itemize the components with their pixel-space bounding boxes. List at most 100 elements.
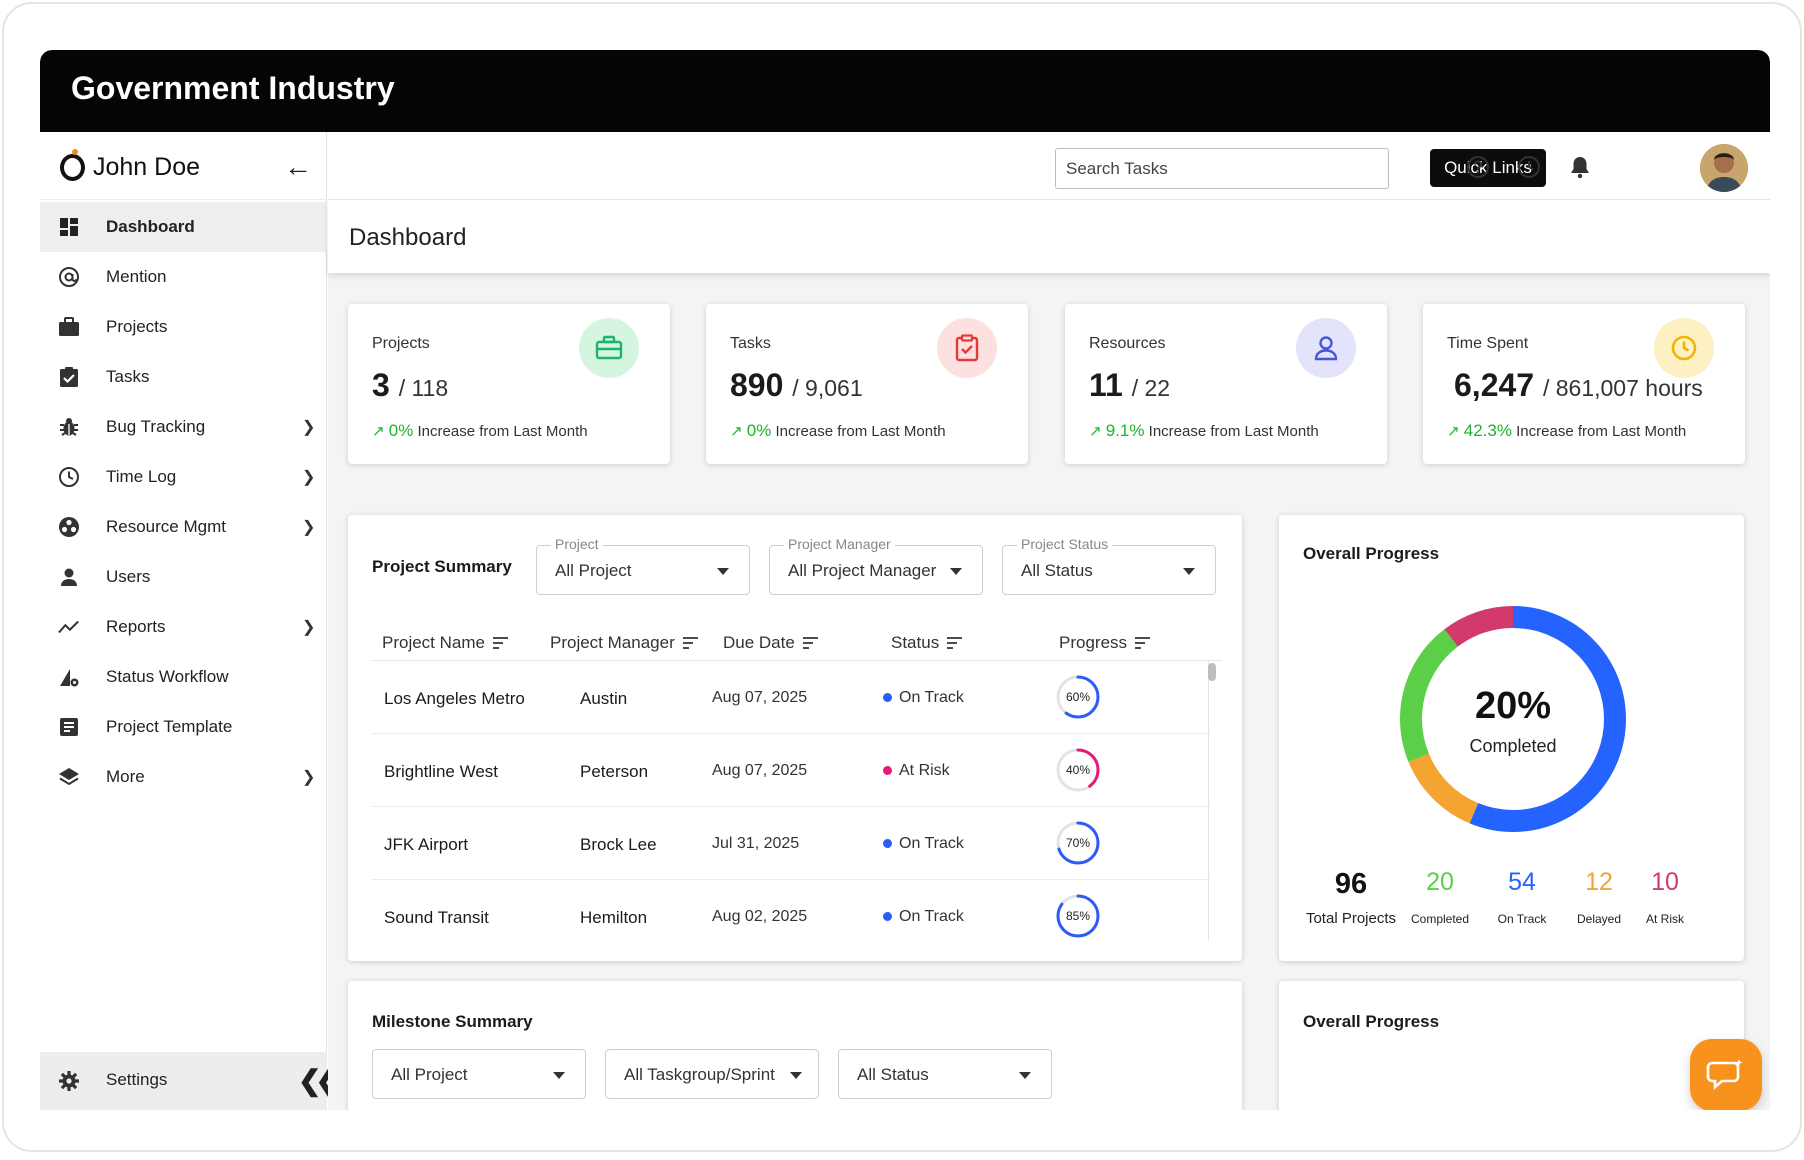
- project-filter-select[interactable]: Project All Project: [536, 536, 750, 595]
- sidebar-item-reports[interactable]: Reports ❯: [40, 602, 327, 652]
- table-row[interactable]: JFK Airport Brock Lee Jul 31, 2025 On Tr…: [372, 807, 1210, 880]
- table-row[interactable]: Sound Transit Hemilton Aug 02, 2025 On T…: [372, 880, 1210, 953]
- column-header-due-date[interactable]: Due Date: [723, 633, 818, 654]
- help-icon[interactable]: [1465, 154, 1491, 180]
- status-badge: On Track: [883, 835, 964, 853]
- status-dot: [883, 693, 892, 703]
- milestone-project-select[interactable]: All Project: [372, 1049, 586, 1099]
- filter-value: All Project: [391, 1065, 468, 1084]
- sidebar-item-bug-tracking[interactable]: Bug Tracking ❯: [40, 402, 327, 452]
- trend-pct: 42.3%: [1463, 421, 1512, 440]
- milestone-summary-card: Milestone Summary All Project All Taskgr…: [348, 981, 1242, 1110]
- sidebar-item-label: Project Template: [106, 717, 233, 736]
- sidebar-item-status-workflow[interactable]: Status Workflow: [40, 652, 327, 702]
- status-badge: On Track: [883, 908, 964, 926]
- bug-icon: [58, 416, 80, 438]
- clock-icon: [1654, 318, 1714, 378]
- stat-card-tasks[interactable]: Tasks 890 / 9,061 ↗ 0% Increase from Las…: [706, 304, 1028, 464]
- sidebar-item-dashboard[interactable]: Dashboard: [40, 202, 327, 252]
- stat-trend: ↗ 9.1% Increase from Last Month: [1089, 421, 1319, 441]
- project-manager: Brock Lee: [580, 835, 657, 854]
- stat-card-projects[interactable]: Projects 3 / 118 ↗ 0% Increase from Last…: [348, 304, 670, 464]
- stat-value: 3 / 118: [372, 367, 449, 403]
- stat-trend: ↗ 0% Increase from Last Month: [372, 421, 588, 441]
- topbar: Quick Links: [328, 132, 1770, 200]
- sidebar-item-label: Mention: [106, 267, 167, 286]
- layers-icon: [58, 766, 80, 788]
- back-arrow-icon[interactable]: ←: [284, 151, 312, 182]
- due-date: Aug 02, 2025: [712, 908, 808, 925]
- stat-card-time-spent[interactable]: Time Spent 6,247 / 861,007 hours ↗ 42.3%…: [1423, 304, 1745, 464]
- trend-text: Increase from Last Month: [417, 423, 588, 440]
- milestone-taskgroup-select[interactable]: All Taskgroup/Sprint: [605, 1049, 819, 1099]
- chat-icon: [1706, 1059, 1743, 1090]
- project-name: Sound Transit: [384, 908, 489, 927]
- sidebar-item-label: Settings: [106, 1070, 168, 1089]
- chevron-right-icon: ❯: [302, 619, 316, 636]
- trend-pct: 0%: [746, 421, 772, 440]
- scrollbar-thumb[interactable]: [1208, 663, 1216, 681]
- table-row[interactable]: Brightline West Peterson Aug 07, 2025 At…: [372, 734, 1210, 807]
- project-manager-filter-select[interactable]: Project Manager All Project Manager: [769, 536, 983, 595]
- stat-total: / 9,061: [792, 375, 863, 401]
- trend-pct: 9.1%: [1105, 421, 1145, 440]
- sidebar-item-more[interactable]: More ❯: [40, 752, 327, 802]
- stat-card-resources[interactable]: Resources 11 / 22 ↗ 9.1% Increase from L…: [1065, 304, 1387, 464]
- sidebar-item-tasks[interactable]: Tasks: [40, 352, 327, 402]
- bell-icon[interactable]: [1567, 154, 1593, 180]
- clipboard-check-icon: [937, 318, 997, 378]
- column-header-status[interactable]: Status: [891, 633, 963, 654]
- donut-center-pct: 20%: [1474, 685, 1552, 727]
- sidebar: John Doe ← Dashboard Mention Projects: [40, 132, 339, 1110]
- delayed-value: 12: [1585, 868, 1613, 896]
- milestone-status-select[interactable]: All Status: [838, 1049, 1052, 1099]
- sidebar-item-resource-mgmt[interactable]: Resource Mgmt ❯: [40, 502, 327, 552]
- clock-icon[interactable]: [1516, 154, 1542, 180]
- sidebar-item-project-template[interactable]: Project Template: [40, 702, 327, 752]
- trend-text: Increase from Last Month: [775, 423, 946, 440]
- sidebar-item-users[interactable]: Users: [40, 552, 327, 602]
- status-dot: [883, 839, 892, 849]
- chat-button[interactable]: [1690, 1039, 1762, 1110]
- filter-legend: Project Status: [1017, 536, 1113, 552]
- column-header-project-manager[interactable]: Project Manager: [550, 633, 698, 654]
- progress-label: 70%: [1066, 836, 1090, 850]
- completed-label: Completed: [1410, 912, 1470, 926]
- overall-progress-title: Overall Progress: [1303, 544, 1440, 563]
- briefcase-icon: [579, 318, 639, 378]
- filter-legend: Project: [551, 536, 603, 552]
- sidebar-item-mention[interactable]: Mention: [40, 252, 327, 302]
- table-scrollbar[interactable]: [1208, 661, 1216, 941]
- caret-down-icon: [790, 1072, 802, 1079]
- table-row[interactable]: Los Angeles Metro Austin Aug 07, 2025 On…: [372, 661, 1210, 734]
- sort-icon: [947, 634, 963, 654]
- overall-progress-card-2: Overall Progress: [1279, 981, 1744, 1110]
- sidebar-item-time-log[interactable]: Time Log ❯: [40, 452, 327, 502]
- search-input[interactable]: [1055, 148, 1389, 189]
- column-header-project-name[interactable]: Project Name: [382, 633, 508, 654]
- user-icon: [58, 566, 80, 588]
- quick-links-button[interactable]: Quick Links: [1430, 149, 1546, 187]
- filter-value: All Project Manager: [788, 561, 937, 580]
- project-status-filter-select[interactable]: Project Status All Status: [1002, 536, 1216, 595]
- sort-icon: [682, 634, 698, 654]
- filter-value: All Taskgroup/Sprint: [624, 1065, 775, 1084]
- sidebar-item-label: More: [106, 767, 145, 786]
- at-risk-label: At Risk: [1645, 912, 1684, 926]
- column-header-progress[interactable]: Progress: [1059, 633, 1151, 654]
- due-date: Aug 07, 2025: [712, 689, 808, 706]
- avatar[interactable]: [1700, 144, 1748, 192]
- caret-down-icon: [1019, 1072, 1031, 1079]
- filter-value: All Status: [1021, 561, 1093, 580]
- stat-label: Projects: [372, 335, 430, 352]
- sidebar-item-settings[interactable]: Settings ❮❮: [40, 1052, 339, 1110]
- on-track-value: 54: [1508, 868, 1536, 896]
- stat-label: Tasks: [730, 335, 771, 352]
- progress-ring: 70%: [1056, 821, 1100, 865]
- template-icon: [58, 716, 80, 738]
- stat-label: Resources: [1089, 335, 1166, 352]
- sidebar-item-projects[interactable]: Projects: [40, 302, 327, 352]
- chevron-right-icon: ❯: [302, 469, 316, 486]
- banner-title: Government Industry: [71, 70, 395, 106]
